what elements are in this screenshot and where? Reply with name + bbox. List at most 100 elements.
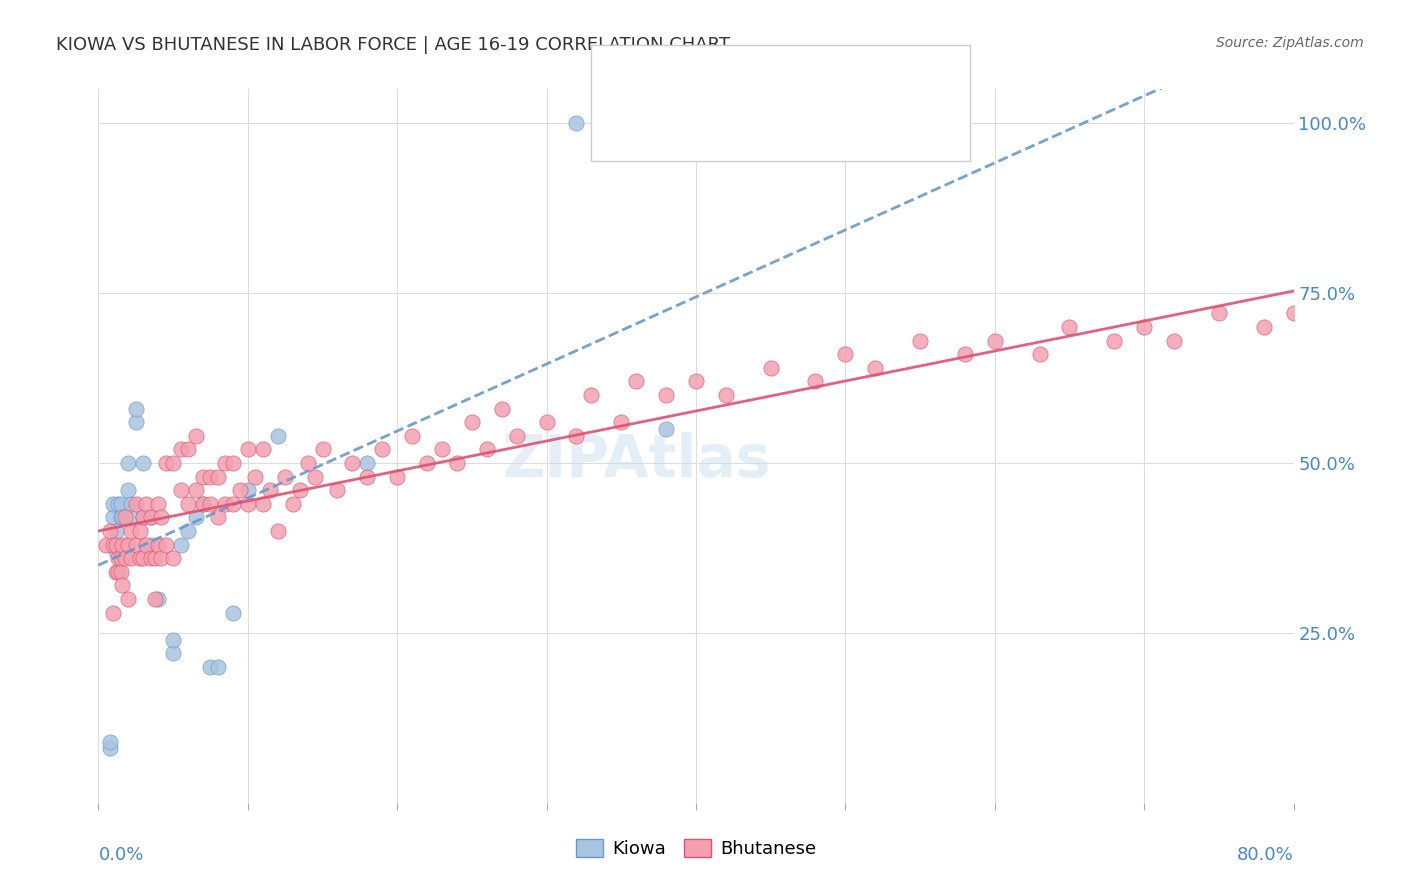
Kiowa [162, 632, 184, 647]
Bhutanese [114, 551, 136, 566]
Bhutanese [191, 469, 214, 483]
Bhutanese [229, 483, 252, 498]
Kiowa [120, 510, 142, 524]
Bhutanese [155, 456, 177, 470]
Kiowa [100, 734, 122, 748]
Kiowa [105, 544, 128, 558]
Bhutanese [139, 510, 162, 524]
Bhutanese [200, 497, 222, 511]
Bhutanese [252, 442, 274, 457]
Bhutanese [626, 375, 648, 389]
Bhutanese [245, 469, 267, 483]
Kiowa [148, 591, 170, 606]
Kiowa [120, 497, 142, 511]
Bhutanese [120, 524, 142, 538]
Kiowa [110, 497, 132, 511]
Bhutanese [103, 606, 125, 620]
Bhutanese [107, 565, 129, 579]
Bhutanese [139, 551, 162, 566]
Kiowa [117, 483, 139, 498]
Bhutanese [177, 497, 200, 511]
Bhutanese [105, 565, 128, 579]
Bhutanese [107, 551, 129, 566]
Kiowa [139, 537, 162, 551]
Bhutanese [1208, 306, 1230, 320]
Kiowa [655, 422, 678, 436]
Bhutanese [491, 401, 513, 416]
Kiowa [100, 741, 122, 756]
Bhutanese [714, 388, 737, 402]
Bhutanese [685, 375, 707, 389]
Kiowa [267, 429, 290, 443]
Bhutanese [214, 456, 236, 470]
Bhutanese [114, 510, 136, 524]
Text: KIOWA VS BHUTANESE IN LABOR FORCE | AGE 16-19 CORRELATION CHART: KIOWA VS BHUTANESE IN LABOR FORCE | AGE … [56, 36, 730, 54]
Bhutanese [125, 497, 148, 511]
Bhutanese [804, 375, 827, 389]
Bhutanese [150, 551, 173, 566]
Bhutanese [1282, 306, 1305, 320]
Kiowa [356, 456, 378, 470]
Bhutanese [304, 469, 326, 483]
Bhutanese [342, 456, 364, 470]
Kiowa [105, 524, 128, 538]
Text: R =: R = [696, 68, 735, 86]
Bhutanese [908, 334, 931, 348]
Text: 108: 108 [823, 108, 860, 126]
Bhutanese [610, 415, 633, 429]
Kiowa [200, 660, 222, 674]
Kiowa [132, 456, 155, 470]
Bhutanese [111, 537, 134, 551]
Bhutanese [117, 591, 139, 606]
Kiowa [125, 415, 148, 429]
Bhutanese [222, 456, 245, 470]
Bhutanese [132, 551, 155, 566]
Bhutanese [129, 551, 152, 566]
Kiowa [103, 510, 125, 524]
Bhutanese [252, 497, 274, 511]
Text: R =: R = [696, 108, 735, 126]
Bhutanese [236, 497, 259, 511]
Kiowa [565, 116, 588, 130]
Bhutanese [356, 469, 378, 483]
Text: 0.533: 0.533 [731, 108, 787, 126]
Bhutanese [1133, 320, 1156, 334]
Kiowa [162, 646, 184, 660]
Bhutanese [1312, 320, 1334, 334]
Bhutanese [1402, 279, 1406, 293]
Bhutanese [125, 537, 148, 551]
Kiowa [184, 510, 207, 524]
Bhutanese [162, 551, 184, 566]
Bhutanese [506, 429, 529, 443]
Kiowa [110, 510, 132, 524]
Bhutanese [169, 442, 191, 457]
Bhutanese [100, 524, 122, 538]
Bhutanese [94, 537, 117, 551]
Bhutanese [222, 497, 245, 511]
Kiowa [111, 510, 134, 524]
Bhutanese [143, 591, 166, 606]
Bhutanese [117, 537, 139, 551]
Text: 0.198: 0.198 [731, 68, 789, 86]
Bhutanese [103, 537, 125, 551]
Bhutanese [129, 524, 152, 538]
Bhutanese [281, 497, 304, 511]
Bhutanese [191, 497, 214, 511]
Bhutanese [135, 497, 157, 511]
Bhutanese [326, 483, 349, 498]
Bhutanese [105, 537, 128, 551]
Bhutanese [1253, 320, 1275, 334]
Bhutanese [110, 551, 132, 566]
Bhutanese [150, 510, 173, 524]
Text: ZIPAtlas: ZIPAtlas [502, 432, 770, 489]
Text: 35: 35 [823, 68, 848, 86]
Bhutanese [267, 524, 290, 538]
Bhutanese [581, 388, 603, 402]
Kiowa [132, 510, 155, 524]
Bhutanese [236, 442, 259, 457]
Bhutanese [184, 483, 207, 498]
Bhutanese [1059, 320, 1081, 334]
Kiowa [222, 606, 245, 620]
Bhutanese [461, 415, 484, 429]
Kiowa [236, 483, 259, 498]
